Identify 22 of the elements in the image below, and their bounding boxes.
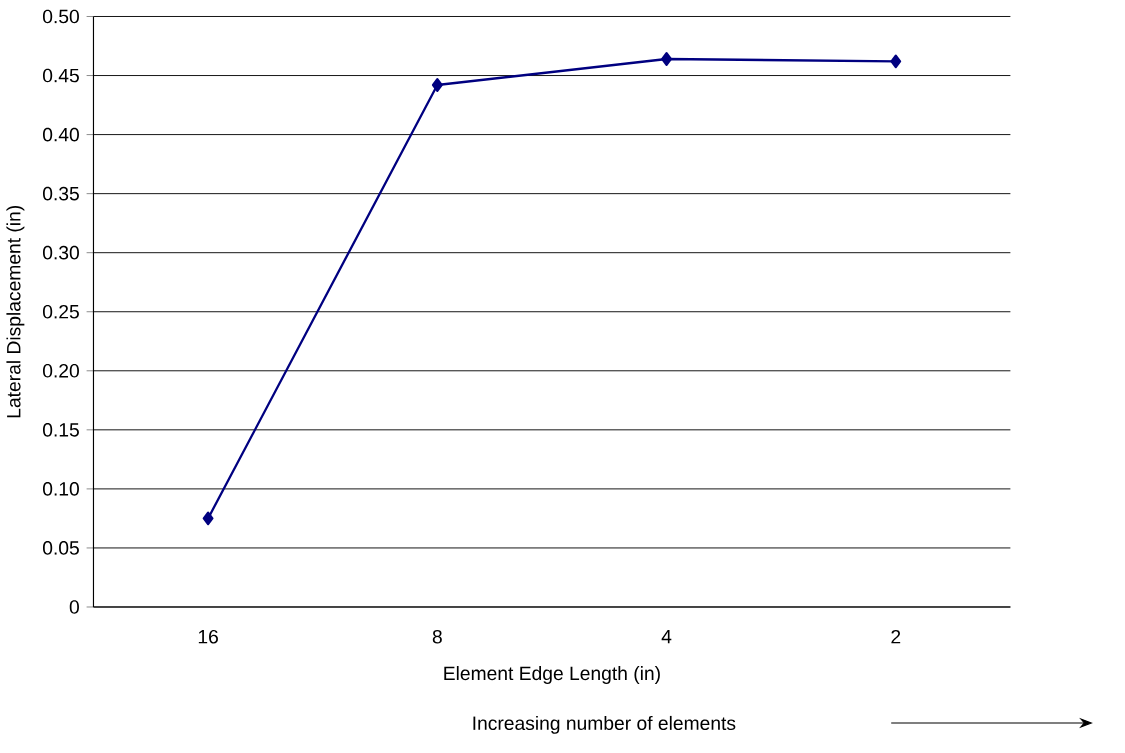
point	[202, 511, 214, 526]
x-axis-title: Element Edge Length (in)	[444, 666, 660, 685]
x-tick-label: 8	[432, 630, 442, 644]
point	[431, 78, 443, 92]
x-tick-label: 16	[198, 630, 218, 644]
point	[890, 54, 902, 69]
y-tick-label: 0.05	[43, 541, 79, 555]
x-tick-label: 2	[891, 630, 901, 644]
y-tick-label: 0.25	[43, 305, 79, 319]
y-tick-label: 0.50	[43, 9, 79, 24]
y-tick-label: 0.10	[43, 482, 79, 496]
text: Increasing number of elements	[473, 716, 736, 734]
y-tick-label: 0.35	[43, 186, 79, 201]
y-tick-label: 0	[69, 600, 79, 614]
y-axis-title: Lateral Displacement (in)	[6, 206, 25, 418]
y-tick-label: 0.45	[43, 68, 79, 83]
y-tick-label: 0.30	[43, 245, 79, 260]
point	[661, 52, 672, 66]
x-tick-label: 4	[661, 630, 672, 644]
y-tick-label: 0.40	[43, 127, 79, 142]
y-tick-label: 0.15	[43, 423, 79, 437]
y-tick-label: 0.20	[43, 364, 79, 378]
